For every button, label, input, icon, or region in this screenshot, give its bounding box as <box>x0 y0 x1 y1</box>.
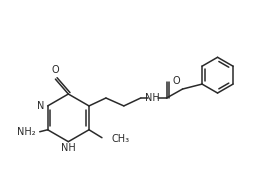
Text: O: O <box>52 65 59 75</box>
Text: N: N <box>37 101 45 111</box>
Text: NH: NH <box>61 143 76 153</box>
Text: CH₃: CH₃ <box>112 134 130 144</box>
Text: O: O <box>173 76 180 86</box>
Text: NH: NH <box>145 93 160 103</box>
Text: NH₂: NH₂ <box>17 127 36 137</box>
